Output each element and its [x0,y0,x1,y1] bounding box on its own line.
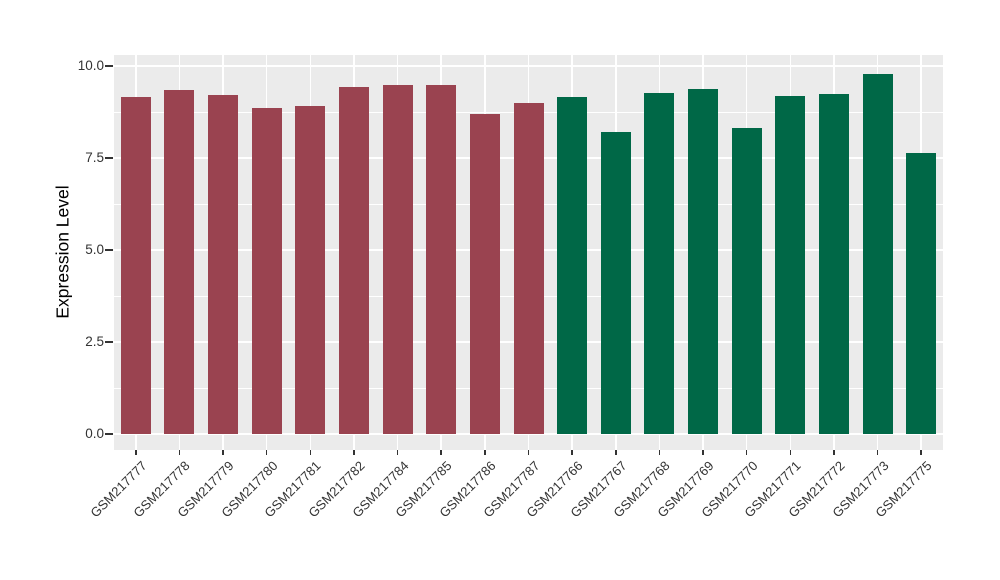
x-tick [178,450,181,455]
x-tick [702,450,704,455]
x-tick [615,450,617,455]
bar-GSM217772 [818,93,849,434]
x-tick [484,450,486,455]
bar-GSM217785 [426,85,457,434]
y-tick [105,249,113,251]
bar-GSM217770 [731,127,762,434]
bar-GSM217787 [513,103,544,434]
x-tick [876,450,879,455]
bar-GSM217769 [688,89,719,434]
x-tick [527,450,530,455]
bar-GSM217781 [295,105,326,434]
bar-GSM217778 [164,90,195,434]
x-tick [658,450,661,455]
y-tick-label: 5.0 [85,242,104,258]
x-tick [745,450,748,455]
bar-GSM217782 [338,87,369,434]
x-tick [440,450,442,455]
x-tick [833,450,835,455]
y-tick-label: 0.0 [85,426,104,441]
plot-panel [114,55,943,450]
bar-GSM217775 [906,153,937,434]
x-tick [309,450,312,455]
x-tick [920,450,922,455]
x-tick [353,450,355,455]
y-tick [105,341,113,343]
x-tick [789,450,792,455]
bar-GSM217780 [251,108,282,434]
x-tick [135,450,137,455]
y-tick-label: 7.5 [85,150,104,166]
bar-GSM217767 [600,131,631,434]
bar-GSM217784 [382,85,413,434]
y-tick [105,433,113,435]
y-tick-label: 2.5 [85,334,104,350]
bar-GSM217777 [120,97,151,434]
bar-GSM217786 [469,114,500,434]
bar-GSM217768 [644,93,675,434]
bar-GSM217771 [775,95,806,434]
y-tick [105,65,113,67]
x-tick [222,450,224,455]
bar-GSM217779 [208,94,239,434]
y-tick-label: 10.0 [77,58,104,74]
bar-GSM217773 [862,74,893,434]
x-tick [571,450,573,455]
x-tick [265,450,268,455]
bar-GSM217766 [557,97,588,434]
y-tick [105,157,113,159]
x-tick [396,450,399,455]
